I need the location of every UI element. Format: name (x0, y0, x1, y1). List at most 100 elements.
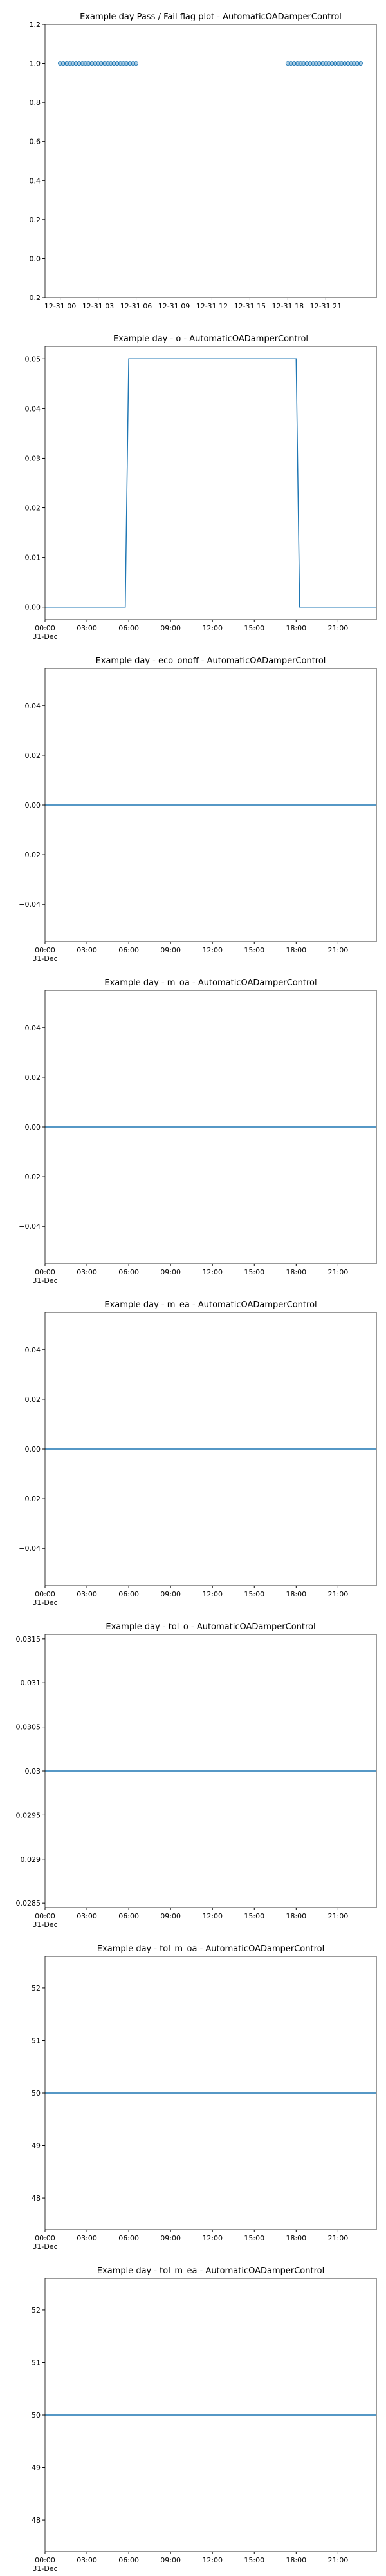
axes-frame (44, 346, 377, 620)
axes-frame (44, 1634, 377, 1908)
x-tick-label: 06:00 (118, 1912, 139, 1920)
data-point (118, 61, 123, 66)
data-point (311, 61, 316, 66)
data-point (308, 61, 313, 66)
x-tick-label: 00:00 31-Dec (32, 1268, 57, 1285)
y-tick-label: 0.04 (25, 1024, 41, 1032)
y-tick-label: 0.00 (25, 1123, 41, 1132)
x-tick-label: 15:00 (244, 1912, 264, 1920)
x-tick-label: 03:00 (77, 2234, 97, 2242)
x-tick-label: 18:00 (286, 946, 306, 954)
data-point (320, 61, 325, 66)
y-tick-label: 0.8 (30, 99, 41, 107)
data-point (339, 61, 344, 66)
x-tick-label: 12-31 00 (44, 302, 76, 310)
y-tick-label: 0.02 (25, 752, 41, 760)
x-tick-label: 15:00 (244, 1590, 264, 1598)
y-tick-label: 0.0315 (16, 1635, 41, 1643)
data-point (77, 61, 82, 66)
data-point (131, 61, 136, 66)
data-point (80, 61, 85, 66)
x-tick-label: 12-31 15 (234, 302, 266, 310)
x-tick-label: 00:00 31-Dec (32, 2234, 57, 2251)
data-point (301, 61, 306, 66)
axes-frame (44, 990, 377, 1264)
x-tick-label: 09:00 (160, 1912, 181, 1920)
data-point (349, 61, 354, 66)
x-tick-label: 15:00 (244, 2234, 264, 2242)
data-point (58, 61, 63, 66)
x-tick-label: 15:00 (244, 1268, 264, 1276)
x-tick-label: 12-31 09 (158, 302, 190, 310)
x-tick-label: 15:00 (244, 624, 264, 632)
data-point (86, 61, 91, 66)
y-tick-label: 50 (32, 2411, 41, 2420)
data-point (105, 61, 110, 66)
y-tick-label: −0.04 (19, 1222, 41, 1231)
chart-title: Example day - tol_m_oa - AutomaticOADamp… (97, 1944, 324, 1954)
x-tick-label: 12-31 21 (310, 302, 342, 310)
axes-frame (44, 24, 377, 298)
data-point (298, 61, 303, 66)
y-tick-label: 0.029 (21, 1855, 41, 1864)
x-tick-label: 00:00 31-Dec (32, 946, 57, 963)
data-point (317, 61, 322, 66)
y-tick-label: 0.6 (30, 138, 41, 146)
data-point (67, 61, 72, 66)
x-tick-label: 12-31 18 (272, 302, 304, 310)
data-point (64, 61, 69, 66)
data-point (89, 61, 95, 66)
x-tick-label: 15:00 (244, 2556, 264, 2564)
x-tick-label: 12:00 (202, 2234, 223, 2242)
data-point (288, 61, 293, 66)
x-tick-label: 21:00 (328, 946, 349, 954)
x-tick-label: 03:00 (77, 2556, 97, 2564)
y-tick-label: 0.00 (25, 603, 41, 612)
y-tick-label: −0.02 (19, 851, 41, 859)
y-tick-label: 48 (32, 2516, 41, 2524)
y-tick-label: 0.04 (25, 702, 41, 710)
y-tick-label: 48 (32, 2194, 41, 2202)
x-tick-label: 12:00 (202, 1590, 223, 1598)
x-tick-label: 18:00 (286, 1268, 306, 1276)
x-tick-label: 03:00 (77, 1912, 97, 1920)
x-tick-label: 09:00 (160, 946, 181, 954)
x-tick-label: 09:00 (160, 1590, 181, 1598)
y-tick-label: 0.0305 (16, 1723, 41, 1732)
data-point (336, 61, 341, 66)
x-tick-label: 21:00 (328, 1912, 349, 1920)
y-tick-label: 0.0 (30, 254, 41, 263)
data-point (96, 61, 101, 66)
y-tick-label: 0.03 (25, 454, 41, 462)
data-point (326, 61, 331, 66)
y-tick-label: 0.02 (25, 504, 41, 513)
data-point (314, 61, 319, 66)
data-point (134, 61, 139, 66)
data-point (115, 61, 120, 66)
x-tick-label: 00:00 31-Dec (32, 2556, 57, 2573)
x-tick-label: 09:00 (160, 1268, 181, 1276)
data-point (345, 61, 351, 66)
y-tick-label: 49 (32, 2464, 41, 2472)
x-tick-label: 00:00 31-Dec (32, 1590, 57, 1607)
y-tick-label: 50 (32, 2089, 41, 2098)
y-tick-label: 0.031 (21, 1679, 41, 1687)
y-tick-label: 1.0 (30, 60, 41, 68)
x-tick-label: 21:00 (328, 2234, 349, 2242)
y-tick-label: −0.02 (19, 1173, 41, 1181)
x-tick-label: 21:00 (328, 624, 349, 632)
data-point (61, 61, 66, 66)
x-tick-label: 00:00 31-Dec (32, 624, 57, 641)
data-point (127, 61, 133, 66)
y-tick-label: 0.02 (25, 1074, 41, 1082)
x-tick-label: 09:00 (160, 2234, 181, 2242)
data-point (124, 61, 129, 66)
x-tick-label: 18:00 (286, 624, 306, 632)
y-tick-label: −0.04 (19, 1544, 41, 1553)
data-point (108, 61, 113, 66)
chart-title: Example day - o - AutomaticOADamperContr… (113, 334, 308, 344)
x-tick-label: 12-31 03 (82, 302, 114, 310)
data-point (285, 61, 290, 66)
chart-title: Example day - tol_o - AutomaticOADamperC… (106, 1622, 315, 1632)
y-tick-label: 52 (32, 2306, 41, 2315)
